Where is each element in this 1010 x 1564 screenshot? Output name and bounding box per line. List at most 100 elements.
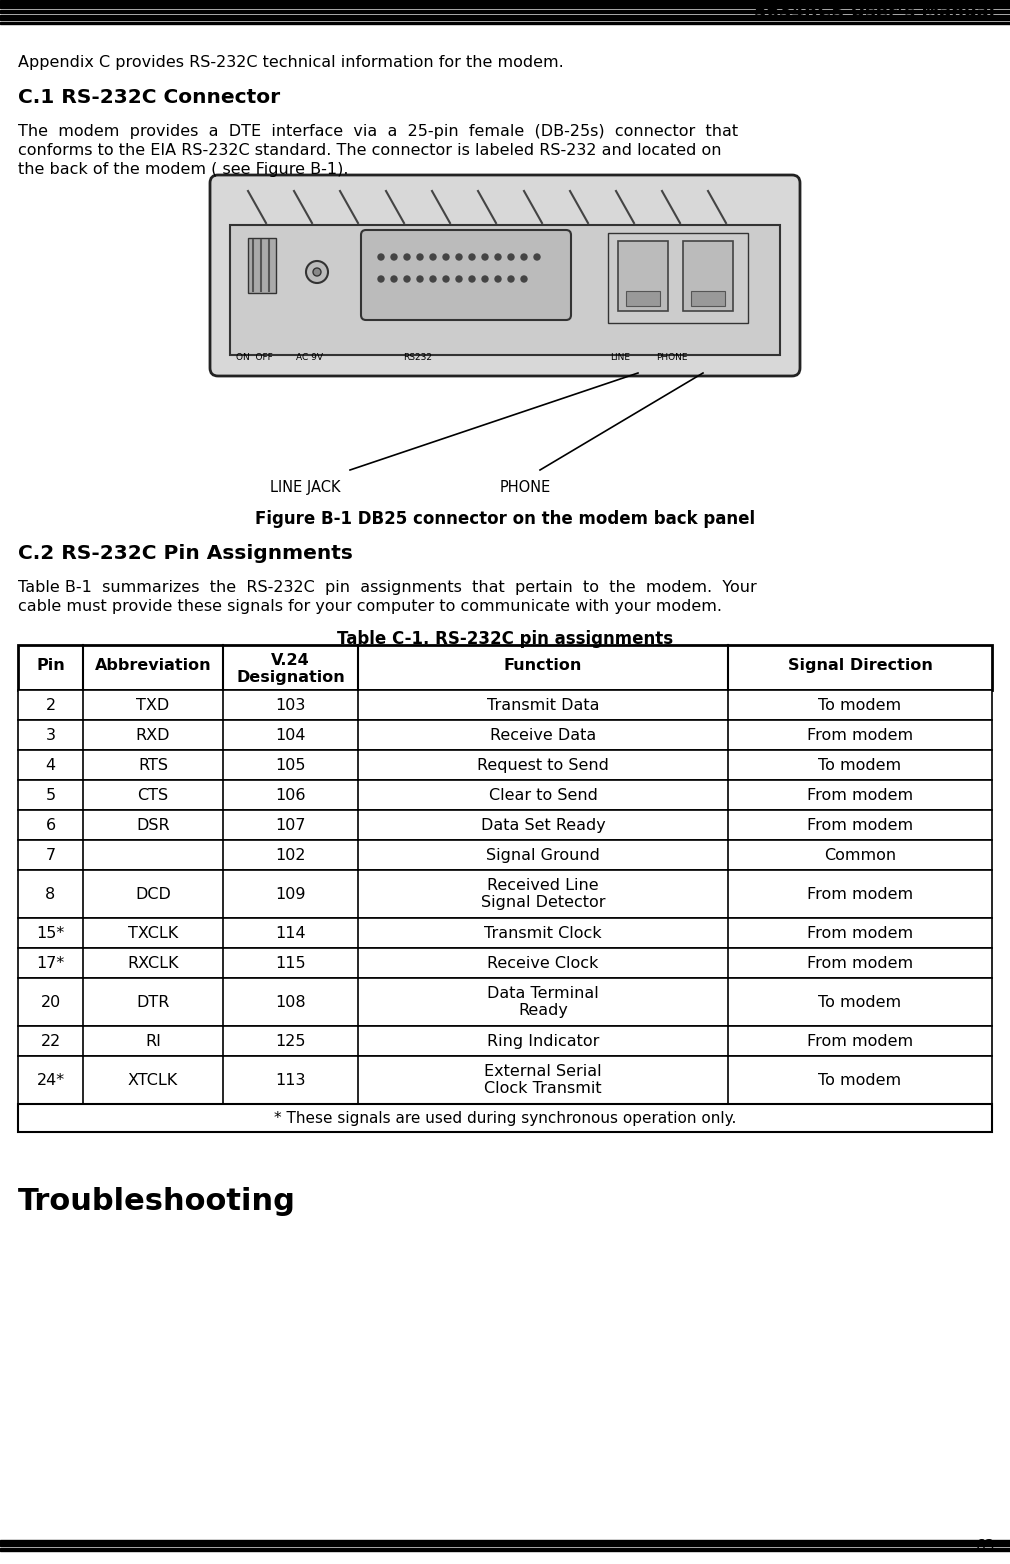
Text: RI: RI <box>145 1034 161 1049</box>
Text: 6: 6 <box>45 818 56 834</box>
Text: CTS: CTS <box>137 788 169 802</box>
FancyBboxPatch shape <box>361 230 571 321</box>
Text: From modem: From modem <box>807 818 913 834</box>
Text: 109: 109 <box>276 887 306 902</box>
Text: Troubleshooting: Troubleshooting <box>18 1187 296 1215</box>
Circle shape <box>430 253 436 260</box>
Circle shape <box>482 253 488 260</box>
Text: 115: 115 <box>275 956 306 971</box>
Bar <box>18 1056 992 1104</box>
Bar <box>0 1541 1010 1545</box>
Text: 5: 5 <box>45 788 56 802</box>
Text: 106: 106 <box>276 788 306 802</box>
Text: 102: 102 <box>276 848 306 863</box>
Circle shape <box>534 253 540 260</box>
Text: Signal Detector: Signal Detector <box>481 895 605 910</box>
Text: LINE: LINE <box>610 353 630 361</box>
Text: Function: Function <box>504 658 582 673</box>
Text: 114: 114 <box>275 926 306 942</box>
Text: Data Terminal: Data Terminal <box>487 985 599 1001</box>
Text: To modem: To modem <box>818 698 902 713</box>
Text: 108: 108 <box>275 995 306 1010</box>
Text: 103: 103 <box>276 698 306 713</box>
Text: Request to Send: Request to Send <box>477 759 609 773</box>
Circle shape <box>404 253 410 260</box>
Text: 17*: 17* <box>36 956 65 971</box>
Bar <box>18 780 992 810</box>
Text: 8: 8 <box>45 887 56 902</box>
Bar <box>608 233 748 324</box>
Text: 63: 63 <box>976 1539 995 1555</box>
Bar <box>248 238 276 292</box>
Circle shape <box>508 275 514 282</box>
Text: Received Line: Received Line <box>487 877 599 893</box>
Circle shape <box>391 253 397 260</box>
Text: 2: 2 <box>45 698 56 713</box>
Bar <box>230 225 780 355</box>
Text: External Serial: External Serial <box>484 1064 602 1079</box>
Text: PHONE: PHONE <box>656 353 688 361</box>
Circle shape <box>508 253 514 260</box>
Text: 15*: 15* <box>36 926 65 942</box>
Text: Ring Indicator: Ring Indicator <box>487 1034 599 1049</box>
Text: Designation: Designation <box>236 669 344 685</box>
Circle shape <box>378 275 384 282</box>
Bar <box>18 751 992 780</box>
Text: To modem: To modem <box>818 759 902 773</box>
Circle shape <box>443 275 449 282</box>
Text: From modem: From modem <box>807 887 913 902</box>
Text: * These signals are used during synchronous operation only.: * These signals are used during synchron… <box>274 1110 736 1126</box>
Bar <box>18 810 992 840</box>
Bar <box>18 719 992 751</box>
Bar <box>0 0 1010 8</box>
Text: conforms to the EIA RS-232C standard. The connector is labeled RS-232 and locate: conforms to the EIA RS-232C standard. Th… <box>18 142 721 158</box>
Text: XTCLK: XTCLK <box>128 1073 178 1089</box>
Text: 4: 4 <box>45 759 56 773</box>
Text: LINE JACK: LINE JACK <box>270 480 340 494</box>
Bar <box>18 644 992 690</box>
Text: 20: 20 <box>40 995 61 1010</box>
Text: From modem: From modem <box>807 727 913 743</box>
Text: 3: 3 <box>45 727 56 743</box>
Bar <box>18 1104 992 1132</box>
Text: Signal Ground: Signal Ground <box>486 848 600 863</box>
Bar <box>18 918 992 948</box>
Circle shape <box>391 275 397 282</box>
Text: C.1 RS-232C Connector: C.1 RS-232C Connector <box>18 88 280 106</box>
Bar <box>626 291 660 307</box>
Text: RXCLK: RXCLK <box>127 956 179 971</box>
Circle shape <box>469 275 475 282</box>
Circle shape <box>521 253 527 260</box>
Text: 107: 107 <box>276 818 306 834</box>
Text: Pin: Pin <box>36 658 65 673</box>
Text: To modem: To modem <box>818 995 902 1010</box>
Text: DSR: DSR <box>136 818 170 834</box>
Text: From modem: From modem <box>807 926 913 942</box>
Text: DCD: DCD <box>135 887 171 902</box>
Text: The  modem  provides  a  DTE  interface  via  a  25-pin  female  (DB-25s)  conne: The modem provides a DTE interface via a… <box>18 124 738 139</box>
Text: Transmit Data: Transmit Data <box>487 698 599 713</box>
Bar <box>18 840 992 870</box>
Bar <box>18 1026 992 1056</box>
Bar <box>18 948 992 978</box>
Text: C.2 RS-232C Pin Assignments: C.2 RS-232C Pin Assignments <box>18 544 352 563</box>
Text: From modem: From modem <box>807 1034 913 1049</box>
Text: DTR: DTR <box>136 995 170 1010</box>
Text: Receive Data: Receive Data <box>490 727 596 743</box>
Text: ON  OFF: ON OFF <box>236 353 273 361</box>
Bar <box>18 978 992 1026</box>
Text: 113: 113 <box>276 1073 306 1089</box>
Circle shape <box>306 261 328 283</box>
Bar <box>691 291 725 307</box>
Circle shape <box>469 253 475 260</box>
Text: AC 9V: AC 9V <box>296 353 323 361</box>
Circle shape <box>417 275 423 282</box>
Text: the back of the modem ( see Figure B-1).: the back of the modem ( see Figure B-1). <box>18 163 348 177</box>
FancyBboxPatch shape <box>210 175 800 375</box>
Circle shape <box>456 275 462 282</box>
Text: 24*: 24* <box>36 1073 65 1089</box>
Text: To modem: To modem <box>818 1073 902 1089</box>
Circle shape <box>443 253 449 260</box>
Text: From modem: From modem <box>807 788 913 802</box>
Text: Receive Clock: Receive Clock <box>487 956 599 971</box>
